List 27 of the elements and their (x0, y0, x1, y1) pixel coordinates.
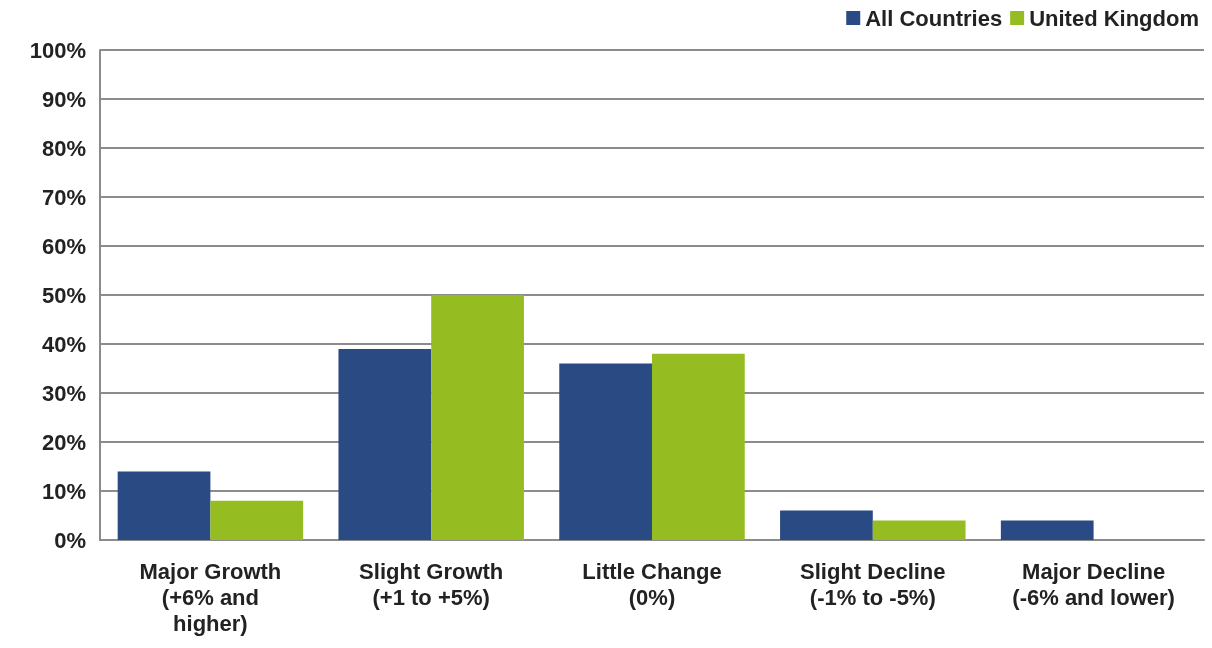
x-tick-label: Slight Decline (-1% to -5%) (800, 558, 946, 610)
bar (780, 510, 873, 540)
legend-label: United Kingdom (1029, 5, 1200, 31)
bar (210, 500, 304, 540)
bar (117, 471, 211, 540)
x-tick-label: Slight Growth (+1 to +5%) (359, 558, 504, 610)
bar (1000, 520, 1094, 540)
x-tick-label: Major Decline (-6% and lower) (1012, 558, 1175, 610)
bar (559, 363, 652, 540)
x-tick-label: Little Change (0%) (582, 558, 722, 610)
y-tick-label: 70% (41, 184, 86, 210)
y-tick-label: 80% (41, 135, 86, 161)
y-tick-label: 30% (41, 380, 86, 406)
bar (652, 353, 745, 540)
bar (872, 520, 966, 540)
y-tick-label: 20% (41, 429, 86, 455)
y-tick-label: 90% (41, 86, 86, 112)
y-tick-label: 40% (41, 331, 86, 357)
legend-label: All Countries (865, 5, 1003, 31)
y-tick-label: 100% (29, 37, 86, 63)
y-tick-label: 50% (41, 282, 86, 308)
y-tick-label: 60% (41, 233, 86, 259)
bar (431, 295, 524, 540)
y-tick-label: 0% (54, 527, 86, 553)
y-tick-label: 10% (41, 478, 86, 504)
x-tick-label: Major Growth (+6% and higher) (139, 558, 282, 636)
bar (338, 348, 432, 540)
